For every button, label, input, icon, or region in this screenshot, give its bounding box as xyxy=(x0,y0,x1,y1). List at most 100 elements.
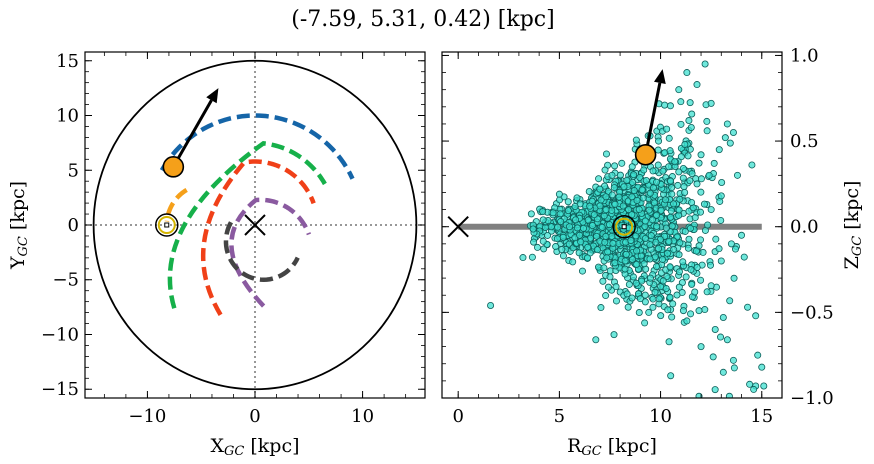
right-ytick-label: −1.0 xyxy=(790,388,834,409)
scatter-point xyxy=(628,193,636,201)
scatter-point xyxy=(566,223,574,231)
scatter-point xyxy=(731,245,739,253)
scatter-point xyxy=(703,127,711,135)
scatter-point xyxy=(602,232,610,240)
scatter-point xyxy=(670,200,678,208)
scatter-point xyxy=(649,295,657,303)
scatter-point xyxy=(676,195,684,203)
scatter-point xyxy=(610,184,618,192)
scatter-point xyxy=(640,260,648,268)
scatter-point xyxy=(666,263,674,271)
scatter-point xyxy=(679,164,687,172)
left-x-label-text: XGC [kpc] xyxy=(210,435,299,459)
right-ytick-label: −0.5 xyxy=(790,302,834,323)
scatter-point xyxy=(655,137,663,145)
scatter-point xyxy=(625,280,633,288)
scatter-point xyxy=(685,117,693,125)
scatter-point xyxy=(675,206,683,214)
scatter-point xyxy=(686,99,694,107)
scatter-point xyxy=(611,200,619,208)
scatter-point xyxy=(712,235,720,243)
scatter-point xyxy=(665,237,673,245)
scatter-point xyxy=(586,202,594,210)
scatter-point xyxy=(564,198,572,206)
left-ytick-label: −15 xyxy=(41,379,79,400)
scatter-point xyxy=(673,291,681,299)
right-y-axis-label: ZGC [kpc] xyxy=(841,181,865,270)
source-marker-left xyxy=(162,156,185,178)
scatter-point xyxy=(681,227,689,235)
scatter-point xyxy=(624,303,632,311)
scatter-point xyxy=(612,283,620,291)
scatter-point xyxy=(683,317,691,325)
right-xtick-label: 10 xyxy=(649,406,672,427)
scatter-point xyxy=(646,241,654,249)
scatter-point xyxy=(641,217,649,225)
scatter-point xyxy=(653,211,661,219)
scatter-point xyxy=(528,253,536,261)
scatter-point xyxy=(547,223,555,231)
scatter-point xyxy=(711,325,719,333)
scatter-point xyxy=(667,213,675,221)
scatter-point xyxy=(629,273,637,281)
scatter-point xyxy=(642,176,650,184)
scatter-point xyxy=(693,81,701,89)
scatter-point xyxy=(628,211,636,219)
scatter-point xyxy=(697,151,705,159)
scatter-point xyxy=(697,208,705,216)
scatter-point xyxy=(602,206,610,214)
axis-label-subscript: GC xyxy=(16,236,31,256)
scatter-point xyxy=(677,120,685,128)
scatter-point xyxy=(621,257,629,265)
scatter-point xyxy=(627,236,635,244)
scatter-point xyxy=(611,259,619,267)
scatter-point xyxy=(663,272,671,280)
scatter-point xyxy=(623,290,631,298)
scatter-point xyxy=(575,249,583,257)
scatter-point xyxy=(695,307,703,315)
scatter-point xyxy=(752,312,760,320)
right-x-label-text: RGC [kpc] xyxy=(567,435,657,459)
arrow-head xyxy=(206,88,219,104)
right-ytick-label: 0.5 xyxy=(790,131,819,152)
left-xtick-label: 10 xyxy=(351,406,374,427)
scatter-point xyxy=(750,385,758,393)
scatter-point xyxy=(674,181,682,189)
spiral-arm-5 xyxy=(229,197,312,308)
scatter-point xyxy=(667,372,675,380)
scatter-point xyxy=(554,223,562,231)
scatter-point xyxy=(681,140,689,148)
scatter-point xyxy=(730,364,738,372)
scatter-point xyxy=(639,194,647,202)
scatter-point xyxy=(653,222,661,230)
scatter-point xyxy=(680,183,688,191)
scatter-point xyxy=(609,239,617,247)
scatter-point xyxy=(549,209,557,217)
right-x-axis-label: RGC [kpc] xyxy=(567,435,657,459)
scatter-point xyxy=(588,222,596,230)
scatter-point xyxy=(744,303,752,311)
scatter-point xyxy=(754,351,762,359)
scatter-point xyxy=(697,175,705,183)
velocity-arrow-left xyxy=(172,88,219,168)
right-panel-rz: 0 5 10 15 −1.0 −0.5 0.0 0.5 1.0 RGC [kpc] ZGC [k… xyxy=(441,45,865,459)
scatter-point xyxy=(583,254,591,262)
left-ytick-label: 15 xyxy=(56,51,79,72)
scatter-point xyxy=(717,333,725,341)
scatter-point xyxy=(665,338,673,346)
scatter-point xyxy=(576,231,584,239)
spiral-arm-4 xyxy=(201,159,316,316)
spiral-arm-2 xyxy=(164,187,188,222)
scatter-point xyxy=(612,297,620,305)
scatter-point xyxy=(715,146,723,154)
scatter-point xyxy=(691,288,699,296)
scatter-point xyxy=(655,245,663,253)
scatter-point xyxy=(746,380,754,388)
spiral-arm-6 xyxy=(223,221,300,282)
scatter-point xyxy=(654,161,662,169)
scatter-point xyxy=(620,183,628,191)
scatter-point xyxy=(649,303,657,311)
source-marker-right xyxy=(634,143,657,166)
scatter-point xyxy=(623,176,631,184)
scatter-point xyxy=(593,246,601,254)
